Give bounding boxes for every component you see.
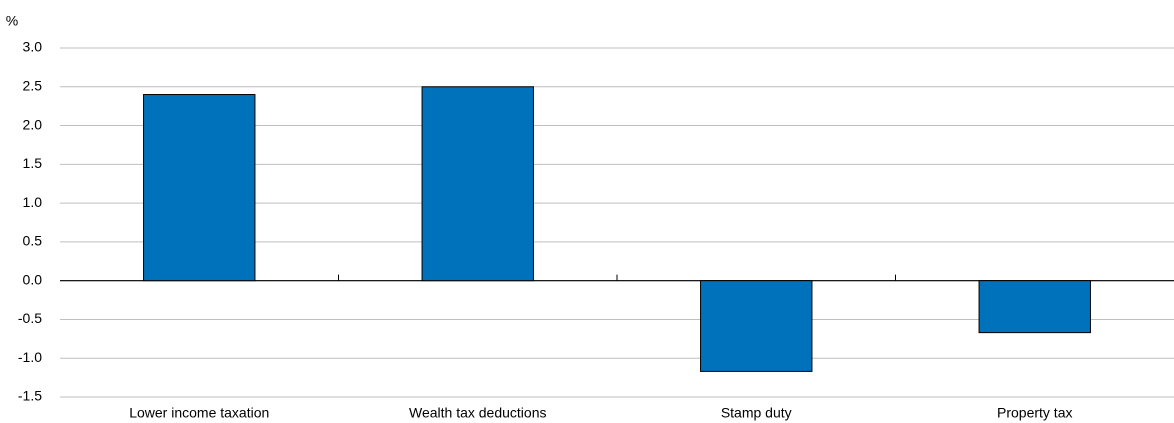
y-tick-label: 0.0 [23, 271, 43, 287]
y-unit: % [6, 13, 18, 29]
y-tick-label: -1.5 [18, 388, 42, 404]
bar [978, 280, 1091, 334]
y-tick-label: 0.5 [23, 233, 43, 249]
x-tick-label: Stamp duty [721, 405, 792, 421]
y-tick-label: -0.5 [18, 310, 42, 326]
y-tick-label: 1.0 [23, 194, 43, 210]
y-tick-label: 2.0 [23, 116, 43, 132]
x-tick-label: Property tax [997, 405, 1072, 421]
y-tick-label: -1.0 [18, 349, 42, 365]
bar [143, 94, 256, 282]
x-tick-label: Wealth tax deductions [409, 405, 547, 421]
bar [700, 280, 813, 372]
bar [421, 86, 534, 282]
x-tick-label: Lower income taxation [129, 405, 269, 421]
y-tick-label: 1.5 [23, 155, 43, 171]
y-tick-label: 3.0 [23, 39, 43, 55]
y-tick-label: 2.5 [23, 77, 43, 93]
